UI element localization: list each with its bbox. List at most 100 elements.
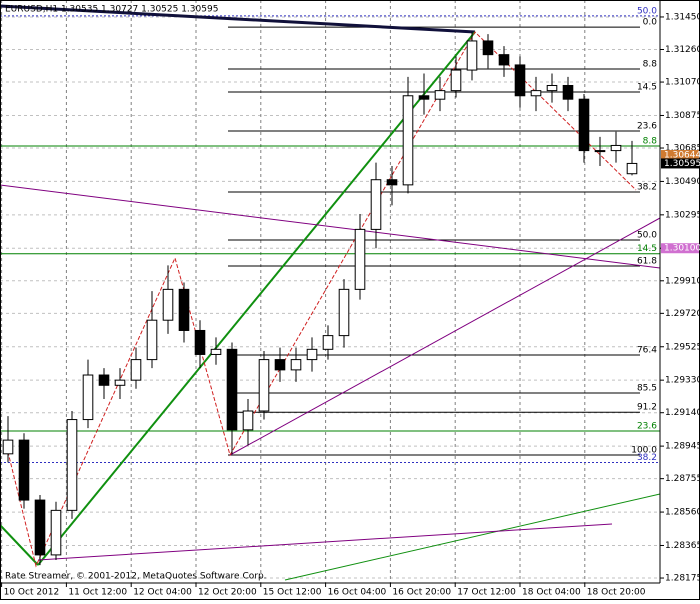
candle-body xyxy=(626,162,638,175)
y-tick-label: 1.29525 xyxy=(665,342,700,352)
candle-body xyxy=(514,64,526,97)
level-label: 8.8 xyxy=(643,136,658,146)
trend-line xyxy=(284,493,661,581)
y-tick-label: 1.28755 xyxy=(665,474,700,484)
x-tick-label: 15 Oct 12:00 xyxy=(263,588,322,598)
candle-body xyxy=(610,144,622,152)
level-label: 50.0 xyxy=(637,231,657,241)
candle-body xyxy=(354,228,366,290)
candle-body xyxy=(434,90,446,100)
x-tick-label: 18 Oct 20:00 xyxy=(587,588,646,598)
candle-body xyxy=(226,348,238,431)
candle-body xyxy=(274,359,286,371)
y-tick-label: 1.30295 xyxy=(665,210,700,220)
grid xyxy=(0,0,660,583)
level-label: 100.0 xyxy=(631,446,657,456)
y-tick-label: 1.30875 xyxy=(665,111,700,121)
level-label: 61.8 xyxy=(637,257,657,267)
level-label: 8.8 xyxy=(643,60,658,70)
level-label: 23.6 xyxy=(637,422,657,432)
candle-body xyxy=(546,84,558,92)
trend-line xyxy=(0,4,476,34)
footer: Rate Streamer, © 2001-2012, MetaQuotes S… xyxy=(5,572,267,582)
candle-body xyxy=(338,288,350,337)
candle-body xyxy=(242,410,254,431)
price-box xyxy=(661,243,699,254)
candle-body xyxy=(306,348,318,361)
candle-body xyxy=(562,84,574,100)
trend-line xyxy=(37,31,476,566)
overlays: 0.0 8.8 14.5 23.6 38.2 50.0 61.8 76.4 85.5 91.2 10… xyxy=(0,6,660,464)
y-tick-label: 1.31260 xyxy=(665,45,700,55)
y-tick-label: 1.29720 xyxy=(665,309,700,319)
x-tick-label: 16 Oct 20:00 xyxy=(392,588,451,598)
y-tick-label: 1.28560 xyxy=(665,508,700,518)
y-tick-label: 1.29330 xyxy=(665,376,700,386)
level-label: 76.4 xyxy=(637,345,657,355)
x-tick-label: 16 Oct 04:00 xyxy=(328,588,387,598)
level-label: 14.5 xyxy=(637,82,657,92)
candles xyxy=(2,32,638,566)
level-label: 91.2 xyxy=(637,403,657,413)
trend-line xyxy=(0,524,39,566)
y-tick-label: 1.29140 xyxy=(665,408,700,418)
candle-body xyxy=(530,90,542,97)
candle-body xyxy=(498,54,510,66)
candle-body xyxy=(66,419,78,511)
price-box-label: 1.30595 xyxy=(664,159,700,169)
x-tick-label: 11 Oct 12:00 xyxy=(68,588,127,598)
y-tick-label: 1.28945 xyxy=(665,442,700,452)
level-label: 0.0 xyxy=(643,18,658,28)
candle-body xyxy=(34,499,46,556)
candle-body xyxy=(210,348,222,355)
candle-body xyxy=(418,95,430,100)
y-tick-label: 1.31070 xyxy=(665,78,700,88)
zigzag xyxy=(4,31,637,568)
candle-body xyxy=(578,98,590,152)
x-tick-label: 10 Oct 2012 xyxy=(4,588,60,598)
price-box xyxy=(661,150,699,161)
candle-body xyxy=(178,288,190,331)
candle-body xyxy=(450,69,462,92)
candle-body xyxy=(98,374,110,386)
candle-body xyxy=(50,509,62,556)
x-tick-label: 12 Oct 20:00 xyxy=(198,588,257,598)
y-tick-label: 1.30685 xyxy=(665,144,700,154)
candle-body xyxy=(594,150,606,153)
y-tick-label: 1.29910 xyxy=(665,276,700,286)
candle-body xyxy=(370,179,382,230)
candle-body xyxy=(290,359,302,371)
trend-line xyxy=(229,217,661,456)
level-label: 38.2 xyxy=(637,453,657,463)
candle-body xyxy=(386,179,398,186)
candle-body xyxy=(482,40,494,56)
trend-line xyxy=(37,523,613,561)
candle-body xyxy=(258,359,270,412)
candle-body xyxy=(2,439,14,455)
candle-body xyxy=(18,439,30,501)
candle-body xyxy=(82,374,94,421)
candle-body xyxy=(466,40,478,71)
level-label: 38.2 xyxy=(637,183,657,193)
candle-body xyxy=(146,319,158,361)
candle-body xyxy=(322,335,334,350)
level-label: 85.5 xyxy=(637,384,657,394)
y-tick-label: 1.28175 xyxy=(665,574,700,584)
chart-title: EURUSD,H1 1.30535 1.30727 1.30525 1.3059… xyxy=(5,5,218,15)
candle-body xyxy=(130,359,142,381)
candle-body xyxy=(114,379,126,386)
price-box xyxy=(661,158,699,169)
candle-body xyxy=(162,288,174,321)
candle-body xyxy=(402,95,414,186)
x-tick-label: 17 Oct 12:00 xyxy=(457,588,516,598)
y-tick-label: 1.31450 xyxy=(665,12,700,22)
x-tick-label: 12 Oct 04:00 xyxy=(133,588,192,598)
level-label: 50.0 xyxy=(637,6,657,16)
trend-line xyxy=(0,184,661,269)
candle-body xyxy=(194,329,206,355)
y-tick-label: 1.30490 xyxy=(665,177,700,187)
level-label: 23.6 xyxy=(637,122,657,132)
